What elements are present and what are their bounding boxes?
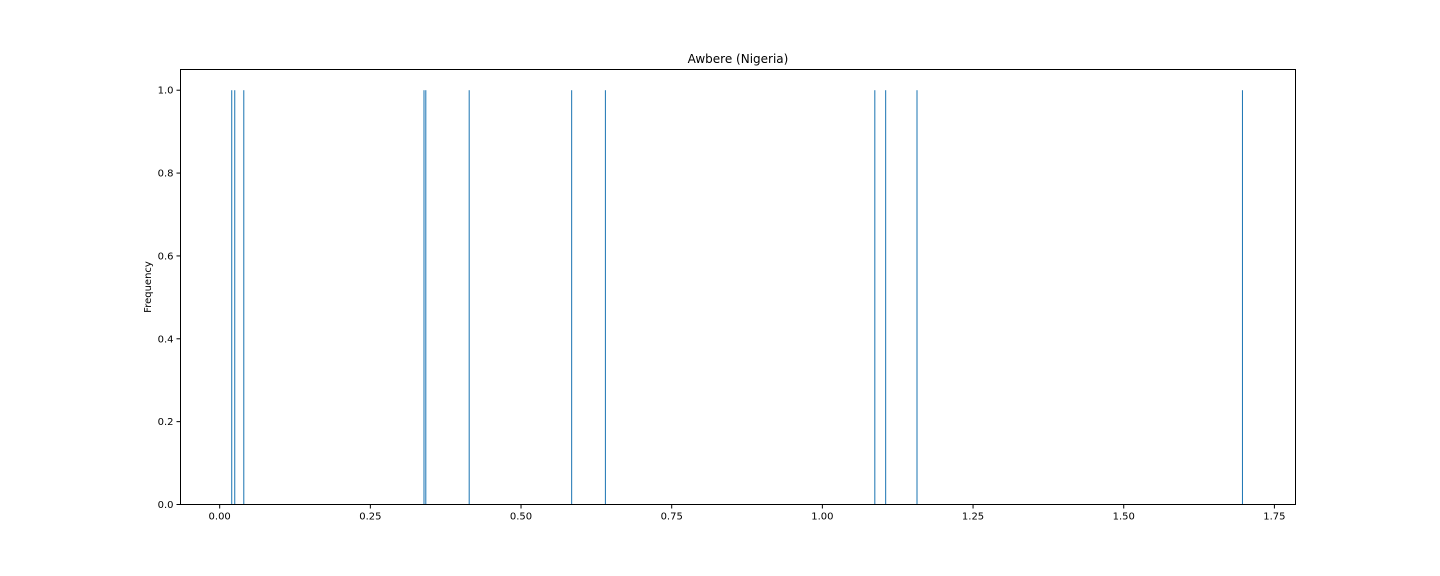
x-tick-label: 0.25 bbox=[359, 512, 381, 523]
bars-group bbox=[231, 90, 1243, 505]
histogram-bar bbox=[234, 90, 236, 505]
histogram-bar bbox=[468, 90, 470, 505]
x-tick-label: 1.00 bbox=[811, 512, 833, 523]
x-axis-ticks: 0.00 0.25 0.50 0.75 1.00 1.25 1.50 1.75 bbox=[209, 504, 1286, 523]
histogram-bar bbox=[885, 90, 887, 505]
y-tick-label: 0.6 bbox=[158, 251, 174, 262]
histogram-bar bbox=[231, 90, 233, 505]
y-axis-label: Frequency bbox=[143, 261, 154, 313]
chart-title: Awbere (Nigeria) bbox=[688, 52, 789, 66]
histogram-bar bbox=[571, 90, 573, 505]
histogram-bar bbox=[423, 90, 425, 505]
x-tick-label: 1.75 bbox=[1263, 512, 1285, 523]
x-tick-label: 1.50 bbox=[1113, 512, 1135, 523]
y-tick-label: 0.8 bbox=[158, 169, 174, 180]
y-tick-label: 1.0 bbox=[158, 86, 174, 97]
histogram-bar bbox=[1241, 90, 1243, 505]
histogram-bar bbox=[604, 90, 606, 505]
x-tick-label: 0.50 bbox=[510, 512, 532, 523]
y-tick-label: 0.0 bbox=[158, 500, 174, 511]
y-axis-ticks: 0.0 0.2 0.4 0.6 0.8 1.0 bbox=[158, 86, 181, 511]
histogram-bar bbox=[874, 90, 876, 505]
x-tick-label: 0.75 bbox=[661, 512, 683, 523]
histogram-bar bbox=[243, 90, 245, 505]
x-tick-label: 0.00 bbox=[209, 512, 231, 523]
plot-area-frame bbox=[180, 69, 1296, 505]
y-tick-label: 0.2 bbox=[158, 417, 174, 428]
x-tick-label: 1.25 bbox=[962, 512, 984, 523]
histogram-bar bbox=[916, 90, 918, 505]
histogram-bar bbox=[425, 90, 427, 505]
y-tick-label: 0.4 bbox=[158, 334, 174, 345]
